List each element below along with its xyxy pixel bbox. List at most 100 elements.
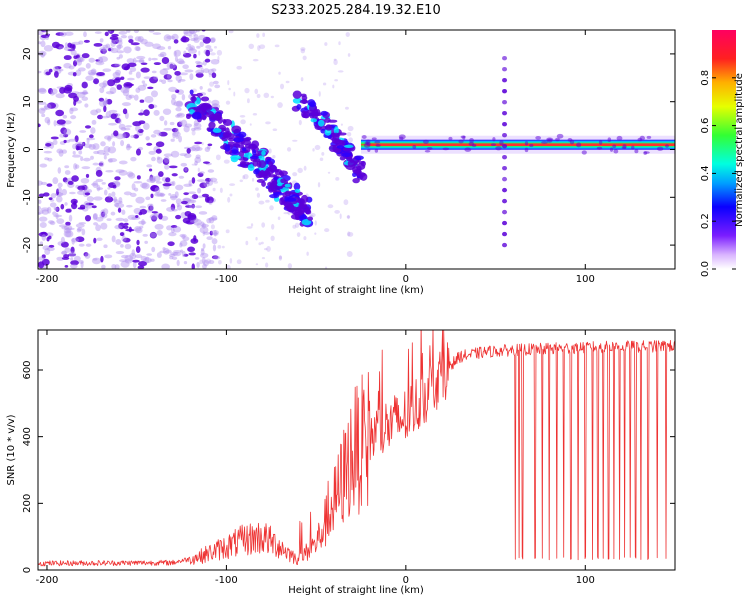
- noise-blob: [170, 98, 176, 106]
- noise-blob-faint: [272, 154, 276, 159]
- noise-blob: [205, 45, 212, 49]
- noise-blob: [121, 132, 127, 139]
- spike-blob: [502, 154, 508, 160]
- noise-blob: [56, 256, 65, 261]
- noise-blob: [122, 132, 130, 139]
- noise-blob: [53, 214, 63, 218]
- noise-blob-faint: [272, 128, 278, 132]
- noise-blob: [108, 122, 117, 126]
- noise-blob-faint: [265, 121, 271, 125]
- noise-blob-faint: [259, 44, 266, 50]
- noise-blob: [122, 108, 128, 115]
- noise-blob: [46, 246, 55, 252]
- noise-blob: [71, 237, 80, 243]
- noise-blob: [90, 155, 94, 160]
- noise-blob: [183, 31, 193, 37]
- noise-blob: [47, 157, 53, 162]
- noise-blob: [107, 135, 112, 142]
- noise-blob: [186, 148, 191, 154]
- noise-blob-faint: [217, 259, 222, 265]
- noise-blob: [150, 184, 160, 192]
- noise-blob: [201, 257, 206, 265]
- noise-blob: [139, 205, 147, 209]
- noise-blob: [93, 78, 100, 85]
- spectrogram-ytick-label: 0: [22, 146, 33, 152]
- noise-blob-faint: [242, 175, 245, 180]
- noise-blob: [97, 56, 104, 64]
- noise-blob: [117, 44, 122, 51]
- carrier-speckle: [637, 137, 643, 142]
- noise-blob: [56, 195, 63, 203]
- noise-blob: [49, 220, 56, 226]
- noise-blob: [70, 49, 77, 56]
- noise-blob-faint: [246, 226, 253, 229]
- band-blob: [266, 167, 273, 172]
- noise-blob: [38, 87, 47, 93]
- band-blob: [307, 216, 313, 221]
- noise-blob: [142, 233, 148, 237]
- snr-y-axis-label: SNR (10 * v/v): [6, 414, 17, 485]
- noise-blob: [199, 86, 203, 90]
- noise-blob: [56, 218, 65, 225]
- noise-blob: [111, 235, 116, 243]
- noise-blob: [156, 46, 166, 51]
- noise-blob: [98, 56, 108, 63]
- noise-blob: [154, 223, 164, 230]
- colorbar-label: Normalized spectral amplitude: [734, 73, 745, 227]
- noise-blob: [121, 209, 126, 215]
- band-blob: [329, 134, 341, 138]
- noise-blob: [149, 177, 156, 184]
- noise-blob-faint: [347, 53, 351, 57]
- noise-blob: [110, 63, 120, 68]
- noise-blob: [52, 211, 57, 216]
- noise-blob-faint: [191, 130, 196, 136]
- noise-blob: [156, 156, 160, 160]
- noise-blob: [150, 90, 159, 98]
- noise-blob: [132, 261, 137, 269]
- noise-blob: [203, 259, 209, 267]
- noise-blob: [203, 68, 210, 74]
- spectrogram-xtick-label: -200: [36, 274, 59, 285]
- noise-blob: [133, 181, 143, 184]
- noise-blob: [209, 38, 216, 44]
- band-blob: [305, 206, 311, 215]
- noise-blob: [149, 213, 159, 220]
- band-blob: [308, 101, 317, 108]
- noise-blob: [68, 65, 75, 70]
- noise-blob: [211, 99, 220, 106]
- noise-blob: [61, 188, 68, 196]
- noise-blob: [63, 133, 69, 138]
- noise-blob: [92, 162, 99, 166]
- noise-blob: [138, 120, 146, 125]
- noise-blob-faint: [255, 263, 259, 266]
- noise-blob: [128, 172, 136, 179]
- noise-blob: [151, 70, 157, 74]
- noise-blob: [175, 89, 180, 93]
- noise-blob: [135, 59, 145, 63]
- noise-blob: [45, 143, 52, 147]
- noise-blob: [59, 31, 67, 37]
- noise-blob: [65, 230, 74, 238]
- noise-blob: [113, 202, 120, 208]
- noise-blob: [155, 148, 162, 154]
- noise-blob: [50, 136, 59, 140]
- band-blob: [320, 110, 328, 116]
- noise-blob-faint: [208, 200, 213, 206]
- noise-blob: [106, 218, 112, 221]
- noise-blob: [158, 171, 164, 177]
- noise-blob: [173, 50, 177, 57]
- noise-blob: [78, 260, 84, 264]
- noise-blob: [62, 177, 68, 183]
- noise-blob: [175, 214, 182, 220]
- noise-blob: [63, 254, 70, 258]
- noise-blob: [71, 238, 75, 245]
- band-blob: [359, 172, 368, 181]
- noise-blob: [169, 193, 178, 201]
- spike-blob: [502, 99, 508, 105]
- noise-blob: [148, 150, 156, 155]
- band-blob: [189, 89, 194, 95]
- noise-blob-faint: [257, 45, 261, 51]
- noise-blob-faint: [202, 230, 206, 237]
- noise-blob: [213, 255, 221, 260]
- noise-blob: [79, 91, 89, 95]
